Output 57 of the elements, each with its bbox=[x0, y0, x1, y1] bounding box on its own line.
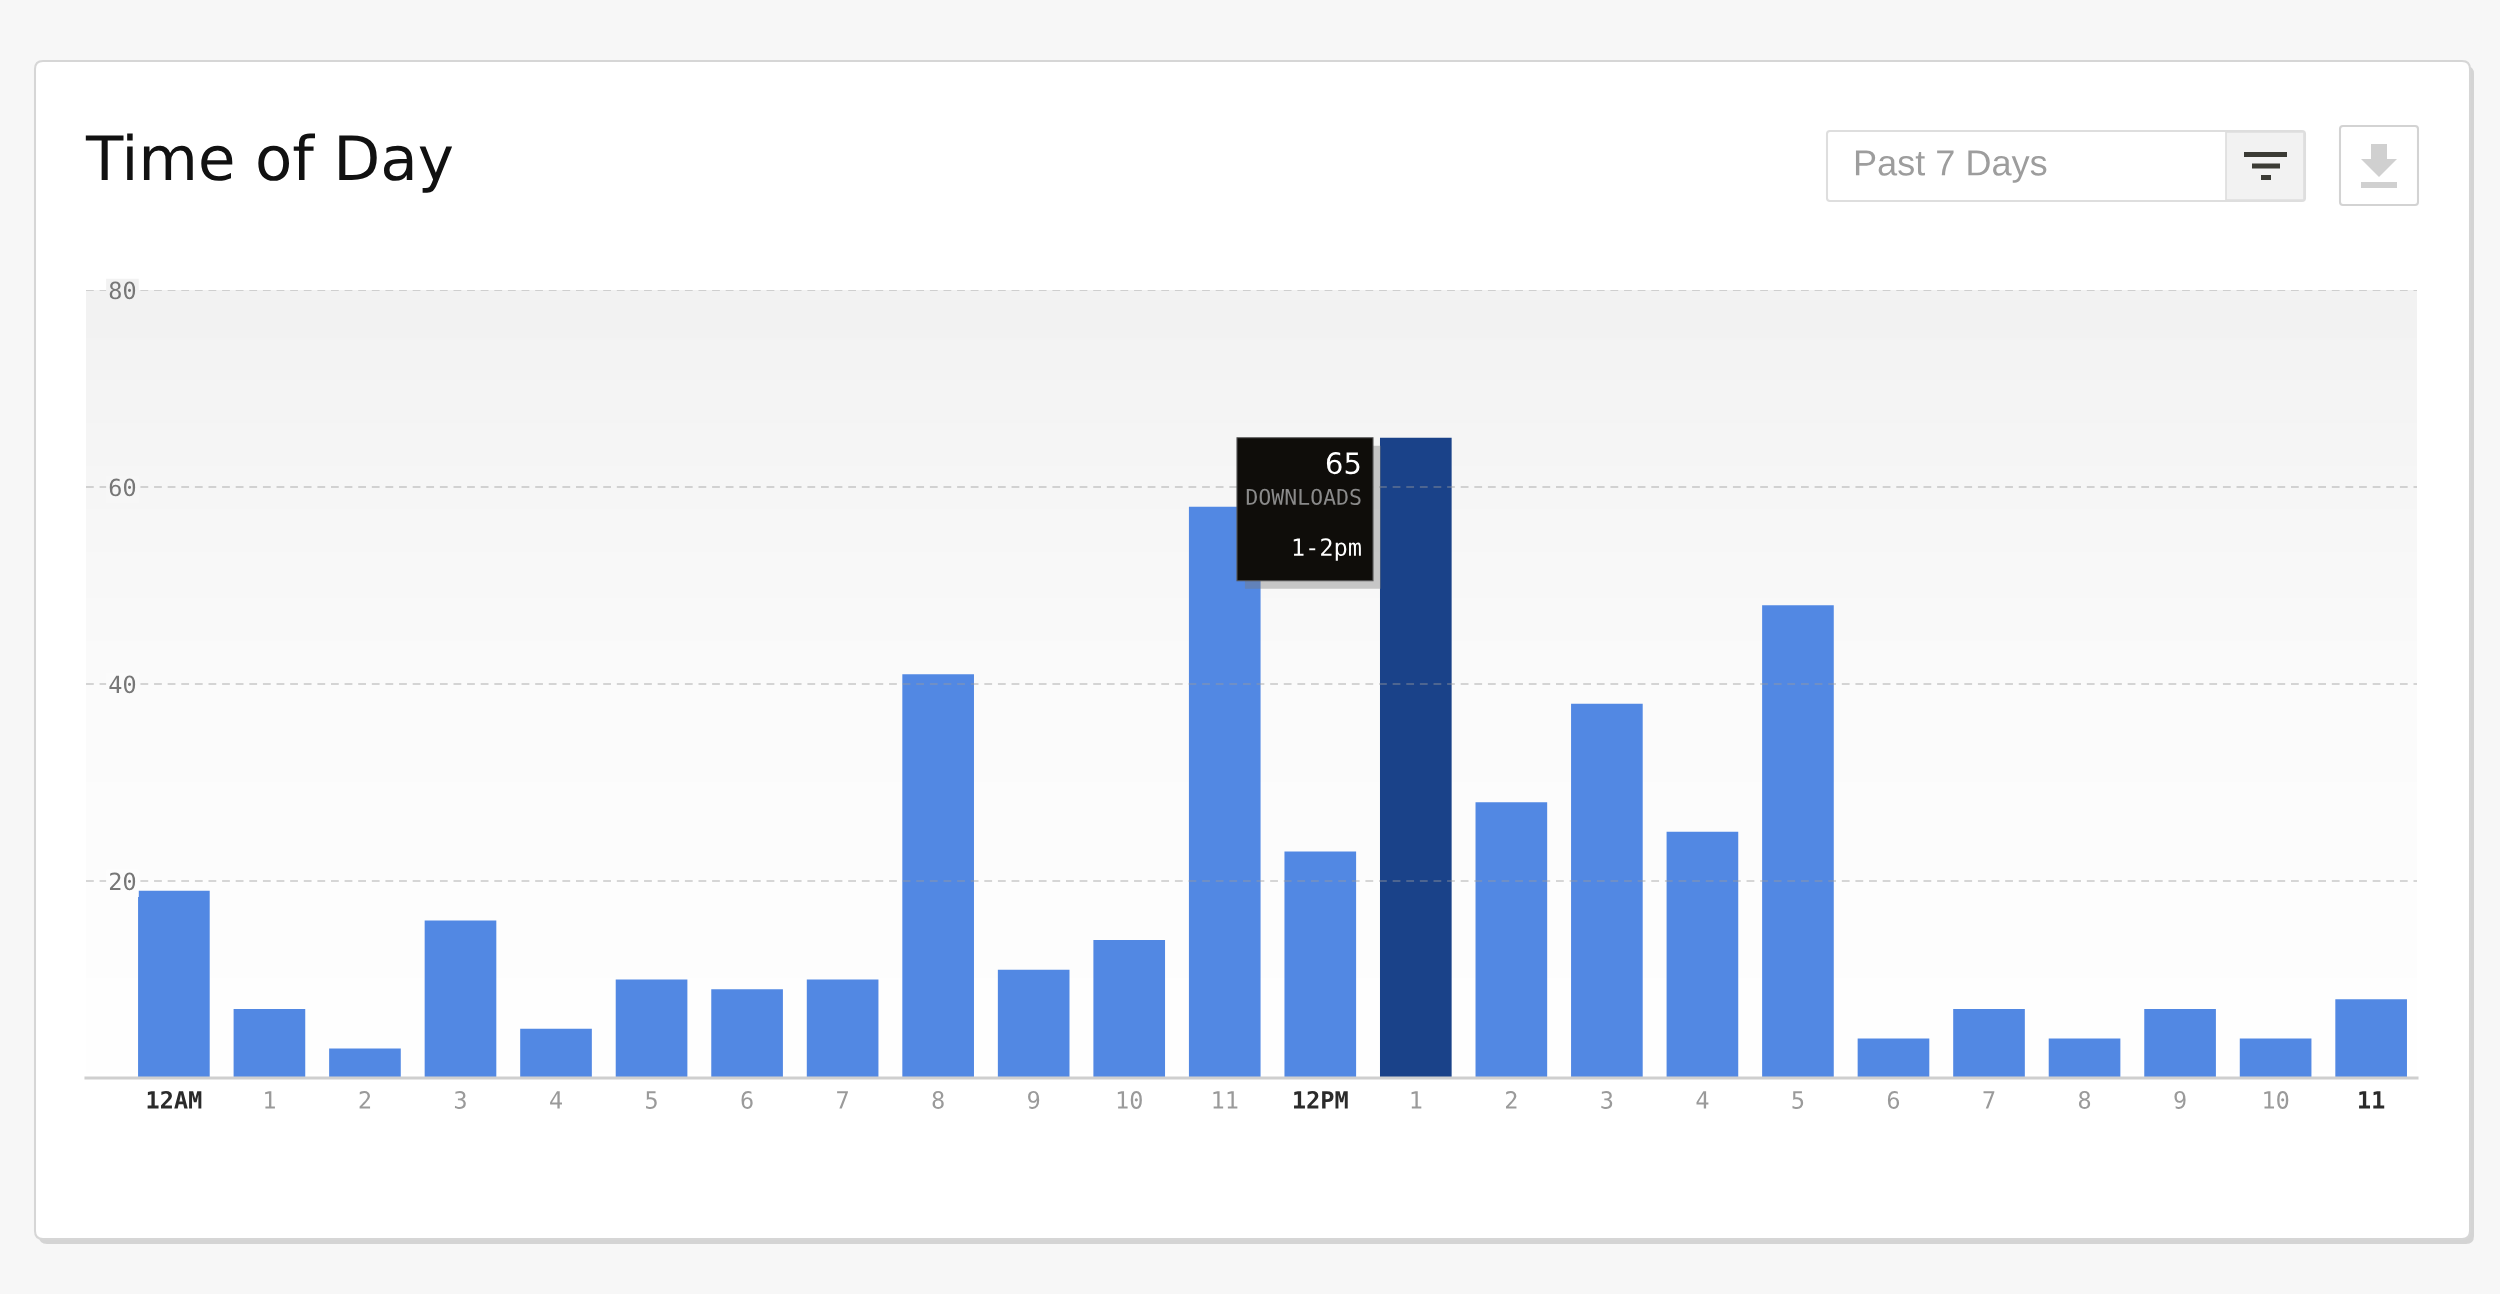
x-tick-label: 4 bbox=[550, 1091, 562, 1109]
bar bbox=[424, 920, 497, 1078]
y-tick-label: 80 bbox=[109, 281, 136, 300]
x-tick-label: 1 bbox=[265, 1091, 275, 1109]
x-tick-label: 10 bbox=[1117, 1091, 1142, 1109]
annotation: 1-2pm bbox=[1293, 538, 1361, 561]
x-tick-label: 1 bbox=[1411, 1091, 1422, 1109]
bar bbox=[520, 1028, 592, 1078]
text: Past 7 Days bbox=[1855, 150, 2047, 183]
bar bbox=[615, 979, 688, 1078]
bar bbox=[997, 969, 1070, 1078]
annotation: 65 bbox=[1326, 452, 1360, 475]
x-tick-label: 9 bbox=[1028, 1091, 1040, 1109]
bar bbox=[2144, 1009, 2216, 1078]
bar bbox=[329, 1048, 401, 1078]
x-tick-label: 5 bbox=[1792, 1091, 1804, 1109]
x-tick-label: 7 bbox=[837, 1091, 848, 1109]
x-tick-label: 2 bbox=[359, 1091, 371, 1109]
chart-title: Time of Day bbox=[85, 133, 453, 193]
x-tick-label: 5 bbox=[646, 1091, 657, 1109]
y-tick-label: 60 bbox=[109, 478, 136, 497]
bar bbox=[2239, 1038, 2312, 1078]
x-tick-label: 6 bbox=[741, 1091, 753, 1109]
y-tick-label: 20 bbox=[109, 872, 136, 891]
bar bbox=[1379, 437, 1452, 1078]
x-tick-label: 3 bbox=[454, 1091, 466, 1109]
x-tick-label: 6 bbox=[1887, 1091, 1900, 1109]
bar bbox=[1284, 851, 1357, 1078]
bar bbox=[1093, 940, 1166, 1078]
x-tick-label: 8 bbox=[2078, 1091, 2091, 1109]
x-tick-label: 10 bbox=[2264, 1091, 2289, 1109]
x-tick-label: 2 bbox=[1505, 1091, 1517, 1109]
bar bbox=[1666, 831, 1739, 1078]
bar bbox=[1857, 1038, 1930, 1078]
bar bbox=[1571, 703, 1643, 1078]
x-tick-label: 3 bbox=[1601, 1091, 1613, 1109]
bar bbox=[2048, 1038, 2121, 1078]
bar bbox=[806, 979, 879, 1078]
bar bbox=[711, 989, 783, 1078]
bar bbox=[1475, 802, 1548, 1078]
bar bbox=[1953, 1009, 2025, 1078]
bar bbox=[1762, 605, 1834, 1078]
annotation: DOWNLOADS bbox=[1246, 488, 1361, 506]
bar bbox=[233, 1009, 306, 1078]
x-tick-label: 8 bbox=[932, 1091, 944, 1109]
x-tick-label: 9 bbox=[2174, 1091, 2186, 1109]
x-tick-label: 12AM bbox=[147, 1090, 202, 1109]
bar bbox=[138, 890, 210, 1078]
bar bbox=[902, 674, 974, 1078]
x-tick-label: 11 bbox=[2359, 1091, 2385, 1109]
x-tick-label: 11 bbox=[1213, 1091, 1238, 1109]
x-tick-label: 7 bbox=[1983, 1091, 1995, 1109]
x-tick-label: 4 bbox=[1696, 1091, 1709, 1109]
x-tick-label: 12PM bbox=[1294, 1090, 1348, 1109]
bar bbox=[2335, 999, 2407, 1078]
bar bbox=[1188, 506, 1261, 1078]
y-tick-label: 40 bbox=[109, 675, 136, 694]
